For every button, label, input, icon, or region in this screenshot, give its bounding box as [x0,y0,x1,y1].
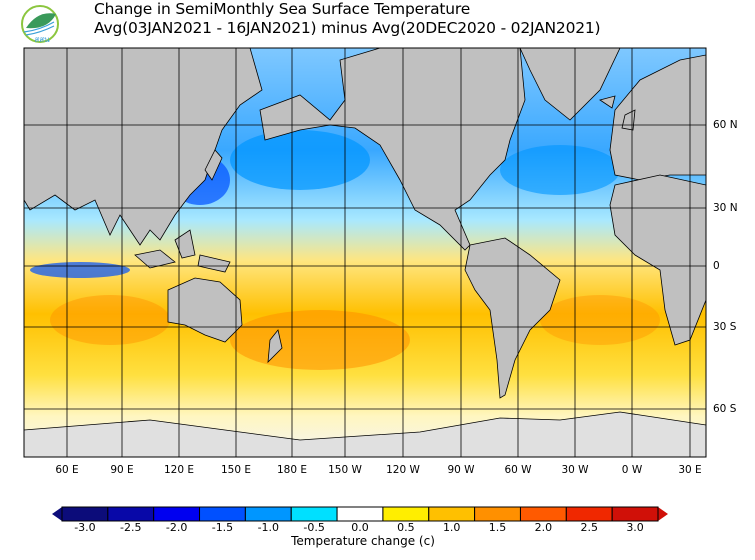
colorbar-swatch [153,506,201,522]
chart-title: Change in SemiMonthly Sea Surface Temper… [94,0,471,18]
southeast-asia-islands [134,229,231,273]
lat-label: 60 N [713,119,738,131]
colorbar-swatch [382,506,430,522]
colorbar-label: -3.0 [74,521,96,534]
lon-label: 150 W [328,464,362,476]
colorbar-swatch [107,506,155,522]
colorbar-swatch [336,506,384,522]
warming-patch [540,295,660,345]
colorbar-title: Temperature change (c) [291,534,435,548]
colorbar-label: 2.0 [534,521,553,534]
colorbar-label: -2.0 [165,521,188,534]
colorbar-label: 3.0 [626,521,644,534]
new-zealand [267,329,283,364]
australia [167,277,243,343]
antarctica [24,411,706,457]
colorbar-swatch [611,506,659,522]
lon-label: 0 W [621,464,643,476]
colorbar-swatch [290,506,338,522]
map-frame [23,47,707,458]
colorbar-label: 1.0 [442,521,461,534]
colorbar-label: 1.5 [488,521,507,534]
colorbar-label: 0.0 [351,521,369,534]
lon-label: 30 E [678,464,702,476]
colorbar-label: -2.5 [120,521,142,534]
lon-label: 180 E [276,464,308,476]
colorbar-extend-high [658,507,668,521]
lon-label: 30 W [561,464,589,476]
colorbar-swatch [199,506,246,522]
lon-label: 90 E [110,464,134,476]
svg-text:สสน: สสน [34,35,50,44]
warming-patch [50,295,170,345]
lat-label: 60 S [713,403,737,415]
south-america [464,237,561,399]
cooling-patch [30,262,130,278]
greenland [519,48,621,121]
colorbar-swatch [565,506,613,522]
colorbar-swatch [428,506,476,522]
colorbar-label: -1.0 [257,521,280,534]
europe [609,54,706,181]
logo: สสน [21,5,59,44]
colorbar-label: 2.5 [580,521,598,534]
colorbar-swatch [61,506,109,522]
lat-label: 30 N [713,202,738,214]
lon-label: 60 E [55,464,79,476]
asia-landmass [24,48,263,246]
colorbar-label: -0.5 [303,521,325,534]
lon-label: 120 W [386,464,420,476]
chart-subtitle: Avg(03JAN2021 - 16JAN2021) minus Avg(20D… [94,19,601,37]
north-america [259,48,526,251]
colorbar-label: -1.5 [211,521,234,534]
lon-label: 150 E [220,464,252,476]
lon-label: 60 W [504,464,532,476]
lat-label: 30 S [713,321,737,333]
lon-label: 90 W [447,464,475,476]
lat-label: 0 [713,260,720,272]
africa [609,174,706,346]
graticule [24,48,706,457]
warming-patch [230,310,410,370]
japan [204,149,223,181]
colorbar-extend-low [52,507,62,521]
lon-label: 120 E [163,464,195,476]
cooling-patch [500,145,620,195]
colorbar-label: 0.5 [397,521,415,534]
colorbar-swatch [244,506,292,522]
colorbar-swatch [519,506,567,522]
cooling-patch [230,130,370,190]
colorbar [52,506,668,522]
colorbar-swatch [474,506,521,522]
